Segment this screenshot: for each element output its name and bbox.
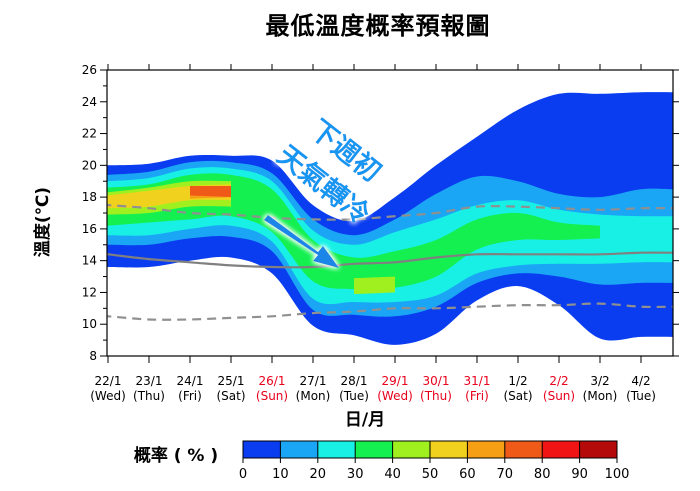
x-tick-date: 1/2 xyxy=(508,374,527,388)
probability-bands xyxy=(107,92,673,345)
colorbar-tick-label: 10 xyxy=(272,467,289,482)
colorbar-swatch xyxy=(579,441,618,458)
x-tick-date: 22/1 xyxy=(95,374,122,388)
y-tick-label: 14 xyxy=(82,254,97,268)
x-tick-day: (Tue) xyxy=(626,389,656,403)
colorbar-tick-label: 100 xyxy=(605,467,630,482)
x-tick-date: 27/1 xyxy=(300,374,327,388)
colorbar-tick-label: 30 xyxy=(347,467,364,482)
x-tick-date: 3/2 xyxy=(590,374,609,388)
reference-line-2 xyxy=(107,251,673,269)
x-tick-date: 26/1 xyxy=(259,374,286,388)
colorbar-label: 概率 ( % ) xyxy=(134,445,218,466)
x-tick-date: 24/1 xyxy=(177,374,204,388)
y-tick-label: 26 xyxy=(82,63,97,77)
colorbar-swatch xyxy=(243,441,281,458)
x-axis: 22/1(Wed)23/1(Thu)24/1(Fri)25/1(Sat)26/1… xyxy=(90,64,656,403)
y-tick-label: 18 xyxy=(82,190,97,204)
y-axis: 8 10 12 14 16 18 20 22 24 26 xyxy=(82,63,679,363)
x-tick-day: (Sun) xyxy=(256,389,288,403)
y-tick-label: 10 xyxy=(82,317,97,331)
probability-band-10 xyxy=(107,92,673,345)
colorbar-swatch xyxy=(317,441,356,458)
x-tick-day: (Thu) xyxy=(420,389,452,403)
x-tick-day: (Mon) xyxy=(583,389,618,403)
y-tick-label: 16 xyxy=(82,222,97,236)
x-tick-day: (Sat) xyxy=(503,389,532,403)
x-tick-date: 23/1 xyxy=(136,374,163,388)
x-tick-date: 31/1 xyxy=(464,374,491,388)
y-tick-label: 22 xyxy=(82,127,97,141)
colorbar-tick-label: 20 xyxy=(310,467,327,482)
x-tick-day: (Sun) xyxy=(543,389,575,403)
x-tick-day: (Sat) xyxy=(216,389,245,403)
colorbar-tick-label: 90 xyxy=(571,467,588,482)
colorbar-swatch xyxy=(430,441,468,458)
reference-line-1 xyxy=(107,203,673,221)
colorbar-swatch xyxy=(504,441,543,458)
x-tick-date: 2/2 xyxy=(549,374,568,388)
x-tick-day: (Fri) xyxy=(178,389,202,403)
x-tick-date: 30/1 xyxy=(423,374,450,388)
colorbar-tick-label: 50 xyxy=(422,467,439,482)
x-tick-day: (Tue) xyxy=(339,389,369,403)
x-tick-day: (Thu) xyxy=(133,389,165,403)
chart-title: 最低溫度概率預報圖 xyxy=(266,12,491,40)
down-arrow-icon xyxy=(264,215,339,268)
y-axis-label: 溫度(℃) xyxy=(32,187,53,257)
colorbar-swatch xyxy=(467,441,506,458)
y-tick-label: 20 xyxy=(82,158,97,172)
colorbar-swatch xyxy=(542,441,580,458)
y-tick-label: 24 xyxy=(82,95,97,109)
reference-line-3 xyxy=(107,302,673,321)
x-tick-date: 25/1 xyxy=(218,374,245,388)
colorbar-tick-label: 80 xyxy=(534,467,551,482)
colorbar-tick-label: 40 xyxy=(384,467,401,482)
x-tick-day: (Fri) xyxy=(465,389,489,403)
x-tick-date: 28/1 xyxy=(341,374,368,388)
probability-band-80 xyxy=(190,186,231,198)
x-tick-day: (Wed) xyxy=(90,389,126,403)
colorbar: 0 10 20 30 40 50 60 70 80 90 100 xyxy=(239,440,630,482)
x-tick-day: (Wed) xyxy=(377,389,413,403)
x-tick-date: 4/2 xyxy=(631,374,650,388)
colorbar-swatch xyxy=(355,441,393,458)
colorbar-swatch xyxy=(280,441,319,458)
probability-band-50-2 xyxy=(354,276,395,294)
colorbar-swatch xyxy=(392,441,431,458)
colorbar-tick-label: 0 xyxy=(239,467,247,482)
x-tick-date: 29/1 xyxy=(382,374,409,388)
y-tick-label: 8 xyxy=(89,349,97,363)
x-tick-day: (Mon) xyxy=(296,389,331,403)
colorbar-tick-label: 70 xyxy=(497,467,514,482)
x-axis-label: 日/月 xyxy=(345,410,385,430)
reference-lines xyxy=(107,203,673,321)
y-tick-label: 12 xyxy=(82,285,97,299)
colorbar-tick-label: 60 xyxy=(459,467,476,482)
